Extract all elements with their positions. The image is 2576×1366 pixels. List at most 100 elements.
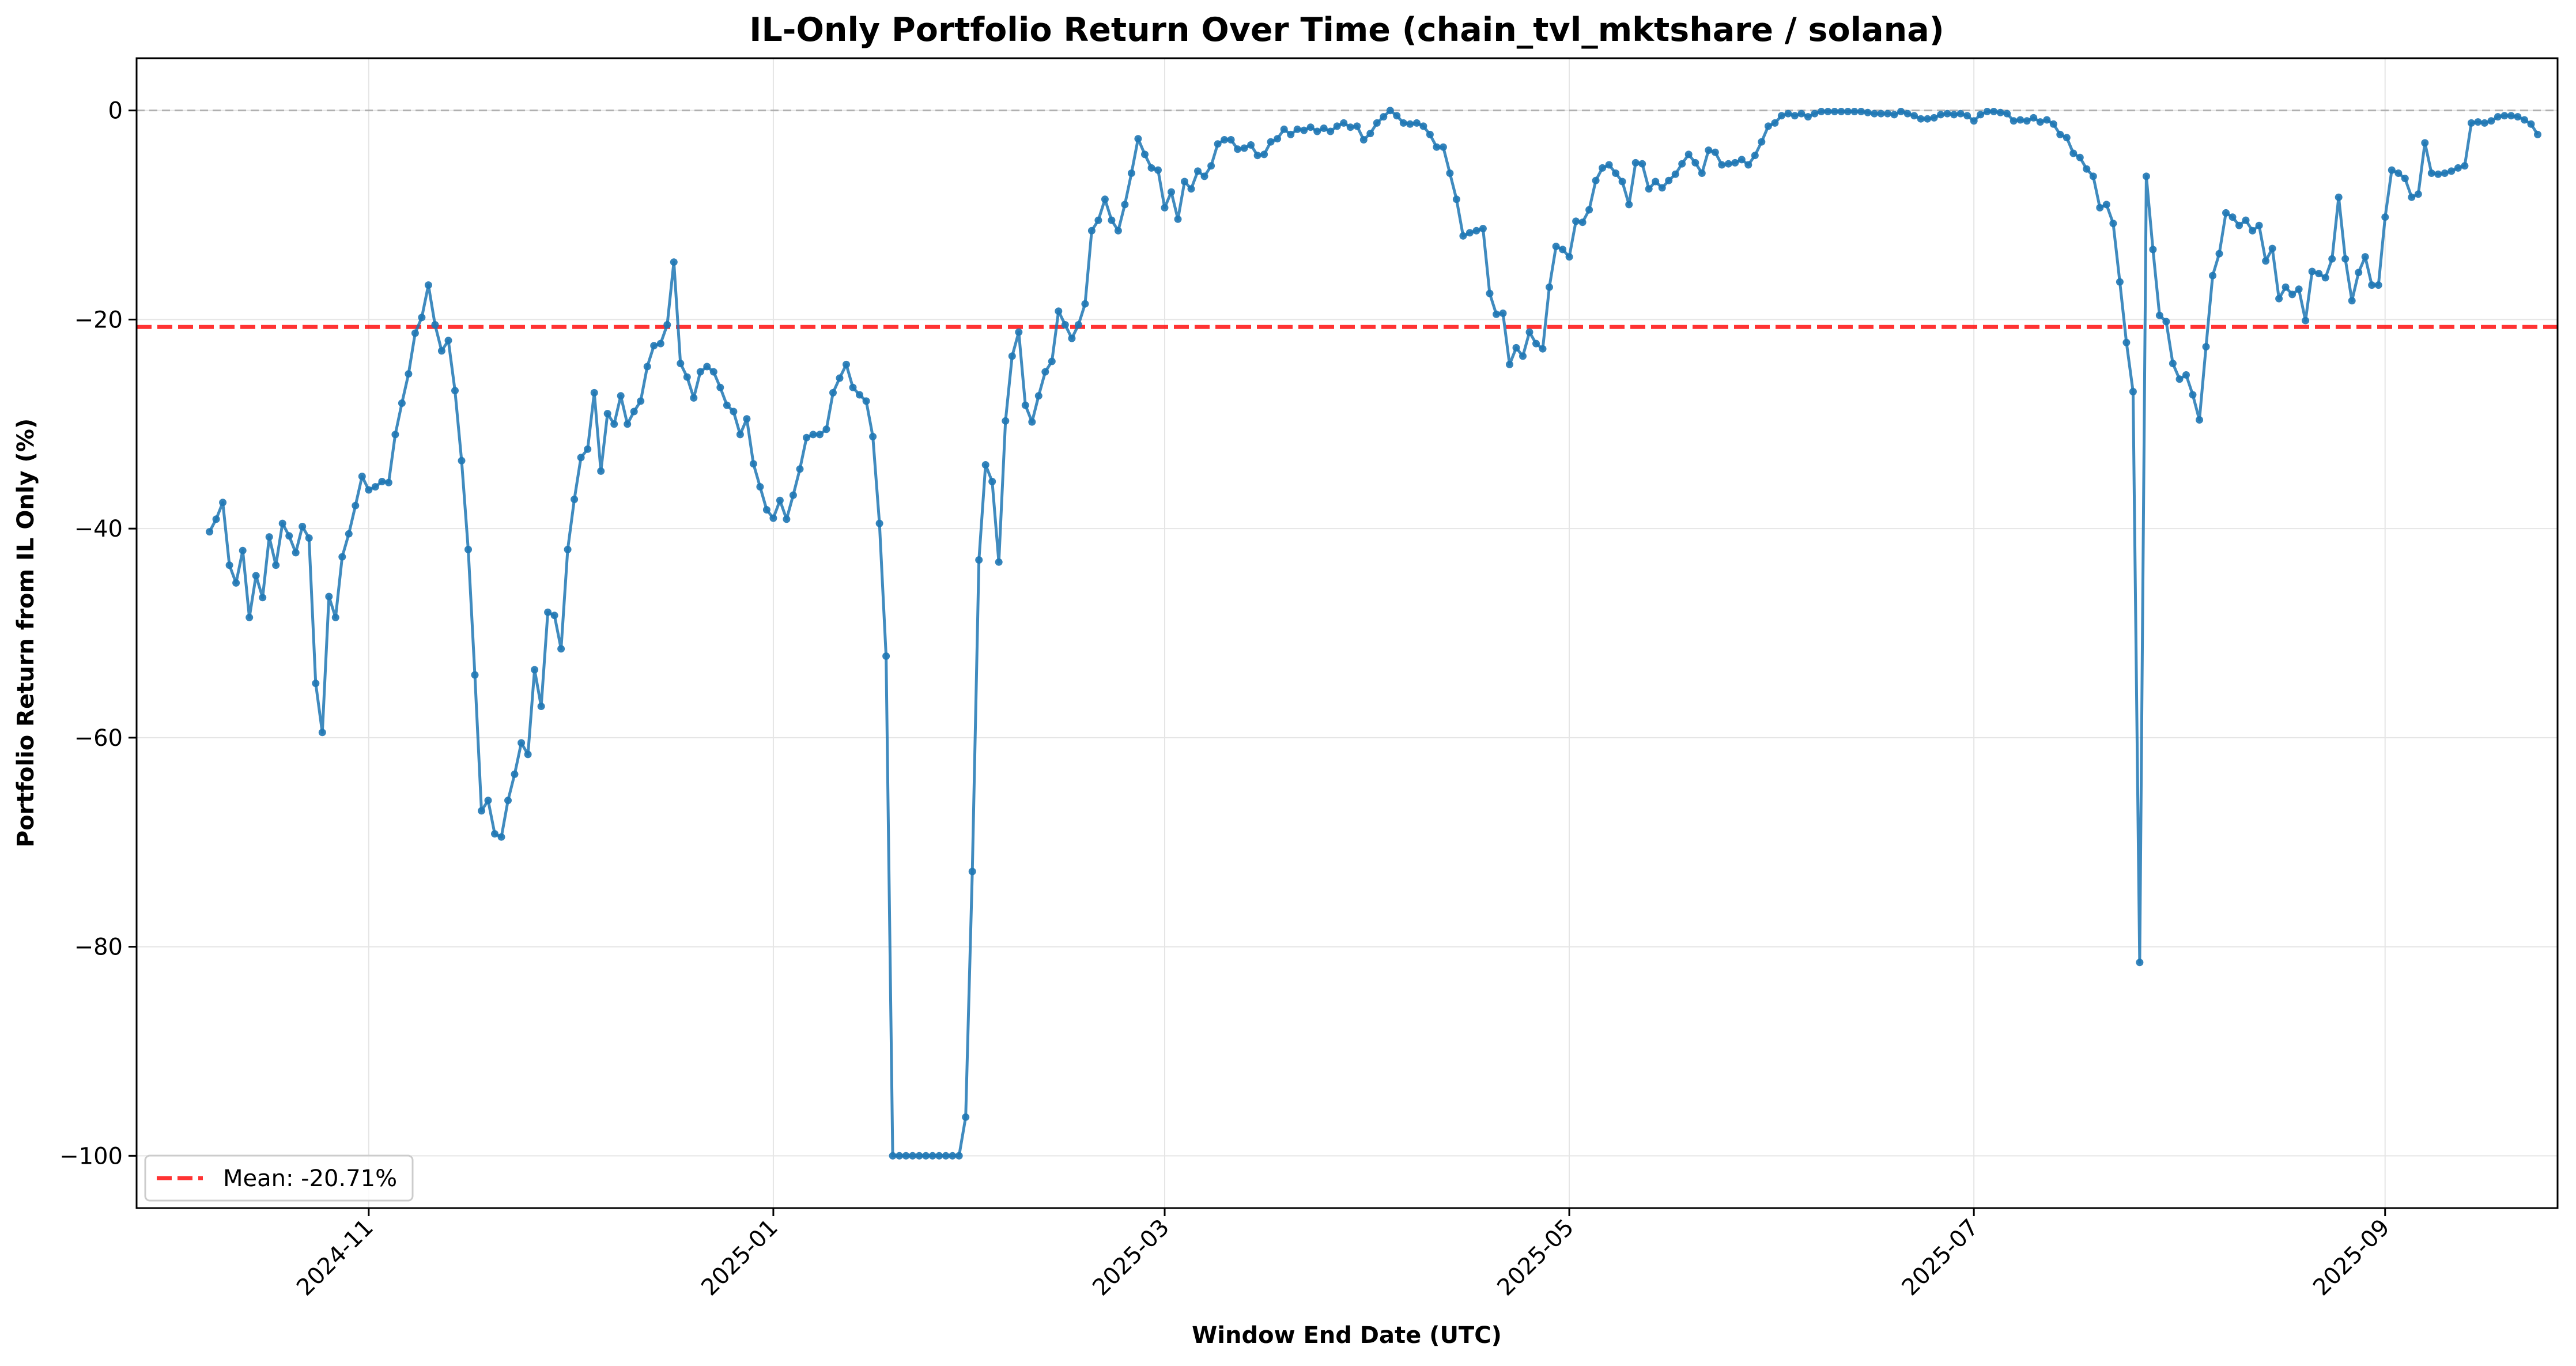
data-point	[2043, 116, 2051, 124]
data-point	[564, 545, 572, 553]
data-point	[1764, 122, 1772, 130]
data-point	[2189, 391, 2197, 399]
data-point	[1844, 108, 1852, 115]
data-point	[2182, 371, 2190, 379]
data-point	[1253, 152, 1261, 160]
data-point	[1359, 136, 1368, 144]
data-point	[1486, 289, 1494, 297]
data-point	[1127, 169, 1135, 177]
data-point	[524, 750, 532, 759]
data-point	[1738, 156, 1746, 164]
data-point	[1108, 216, 1116, 224]
data-point	[265, 533, 273, 541]
data-point	[1439, 143, 1447, 151]
data-point	[1426, 130, 1434, 138]
data-point	[378, 478, 386, 485]
data-point	[305, 534, 313, 542]
data-point	[2129, 388, 2137, 395]
data-point	[2480, 119, 2488, 127]
data-point	[2421, 139, 2429, 147]
data-point	[1930, 114, 1938, 122]
data-point	[571, 495, 579, 503]
data-point	[1671, 170, 1679, 178]
data-point	[1771, 119, 1779, 127]
data-point	[603, 410, 611, 418]
data-point	[1817, 108, 1825, 115]
data-point	[709, 368, 717, 376]
data-point	[352, 501, 360, 510]
data-point	[272, 561, 280, 569]
data-point	[285, 532, 293, 540]
data-point	[1472, 227, 1480, 235]
data-point	[2023, 117, 2031, 125]
data-point	[2122, 338, 2131, 346]
data-point	[1154, 166, 1162, 174]
series-line	[208, 109, 2539, 1157]
data-point	[2222, 209, 2230, 217]
y-tick-label: −60	[74, 725, 123, 752]
data-point	[1950, 111, 1958, 119]
data-point	[365, 486, 373, 494]
data-point	[531, 666, 539, 674]
data-point	[1028, 418, 1036, 426]
data-point	[2295, 285, 2303, 293]
data-point	[762, 506, 770, 514]
data-point	[1452, 195, 1460, 203]
data-point	[2056, 130, 2064, 138]
data-point	[962, 1113, 970, 1121]
chart-title: IL-Only Portfolio Return Over Time (chai…	[749, 11, 1944, 49]
data-point	[2507, 112, 2515, 120]
data-point	[405, 370, 413, 378]
data-point	[2096, 203, 2104, 212]
data-point	[1300, 126, 1308, 134]
data-point	[1744, 161, 1752, 169]
data-point	[2441, 169, 2449, 177]
data-point	[2268, 244, 2276, 252]
data-point	[1181, 178, 1188, 186]
data-point	[2427, 169, 2435, 177]
data-point	[299, 523, 307, 530]
data-point	[2003, 110, 2011, 118]
data-point	[2228, 213, 2237, 221]
x-axis-label: Window End Date (UTC)	[1192, 1322, 1502, 1349]
data-point	[1174, 215, 1182, 223]
data-point	[1652, 178, 1660, 186]
data-point	[1506, 360, 1513, 368]
data-point	[2494, 113, 2502, 121]
data-point	[2149, 246, 2157, 254]
data-point	[550, 612, 558, 620]
data-point	[630, 407, 638, 416]
data-point	[624, 420, 632, 428]
data-point	[1267, 138, 1275, 146]
data-point	[1705, 146, 1713, 154]
data-point	[743, 415, 751, 423]
data-point	[1837, 108, 1845, 115]
y-axis-ticks: 0 −20 −40 −60 −80 −100	[59, 98, 137, 1169]
data-point	[769, 514, 777, 522]
data-point	[1539, 345, 1547, 353]
data-point	[949, 1152, 957, 1160]
data-point	[2355, 269, 2363, 277]
data-point	[259, 594, 267, 602]
data-point	[1459, 232, 1467, 240]
legend-mean-label: Mean: -20.71%	[223, 1165, 397, 1192]
data-point	[690, 394, 698, 402]
data-point	[2255, 221, 2263, 229]
data-point	[902, 1152, 910, 1160]
data-point	[384, 478, 392, 486]
data-point	[889, 1152, 897, 1160]
data-point	[371, 483, 379, 491]
data-point	[2155, 311, 2163, 319]
data-point	[2302, 316, 2310, 324]
data-point	[862, 397, 870, 405]
data-point	[239, 546, 247, 554]
data-point	[1625, 201, 1633, 209]
data-point	[1996, 108, 2004, 116]
data-point	[537, 703, 545, 710]
data-point	[942, 1152, 950, 1160]
data-point	[2235, 221, 2243, 229]
data-point	[444, 337, 452, 345]
data-point	[1758, 138, 1766, 146]
data-point	[2394, 169, 2403, 177]
